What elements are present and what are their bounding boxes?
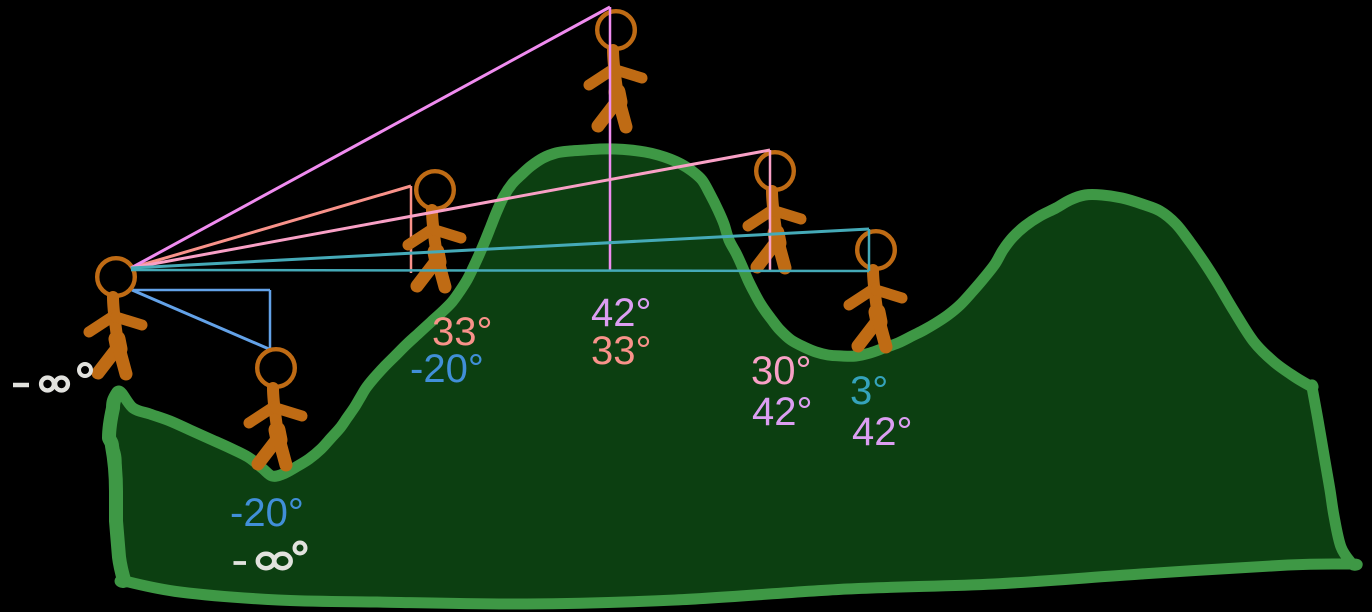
svg-text:3°: 3°	[850, 369, 888, 413]
svg-text:-20°: -20°	[410, 347, 484, 391]
svg-text:42°: 42°	[852, 410, 913, 454]
svg-text:-20°: -20°	[230, 491, 304, 535]
svg-text:33°: 33°	[591, 329, 652, 373]
svg-text:42°: 42°	[752, 390, 813, 434]
svg-text:42°: 42°	[591, 291, 652, 335]
svg-text:30°: 30°	[751, 349, 812, 393]
svg-text:33°: 33°	[432, 310, 493, 354]
